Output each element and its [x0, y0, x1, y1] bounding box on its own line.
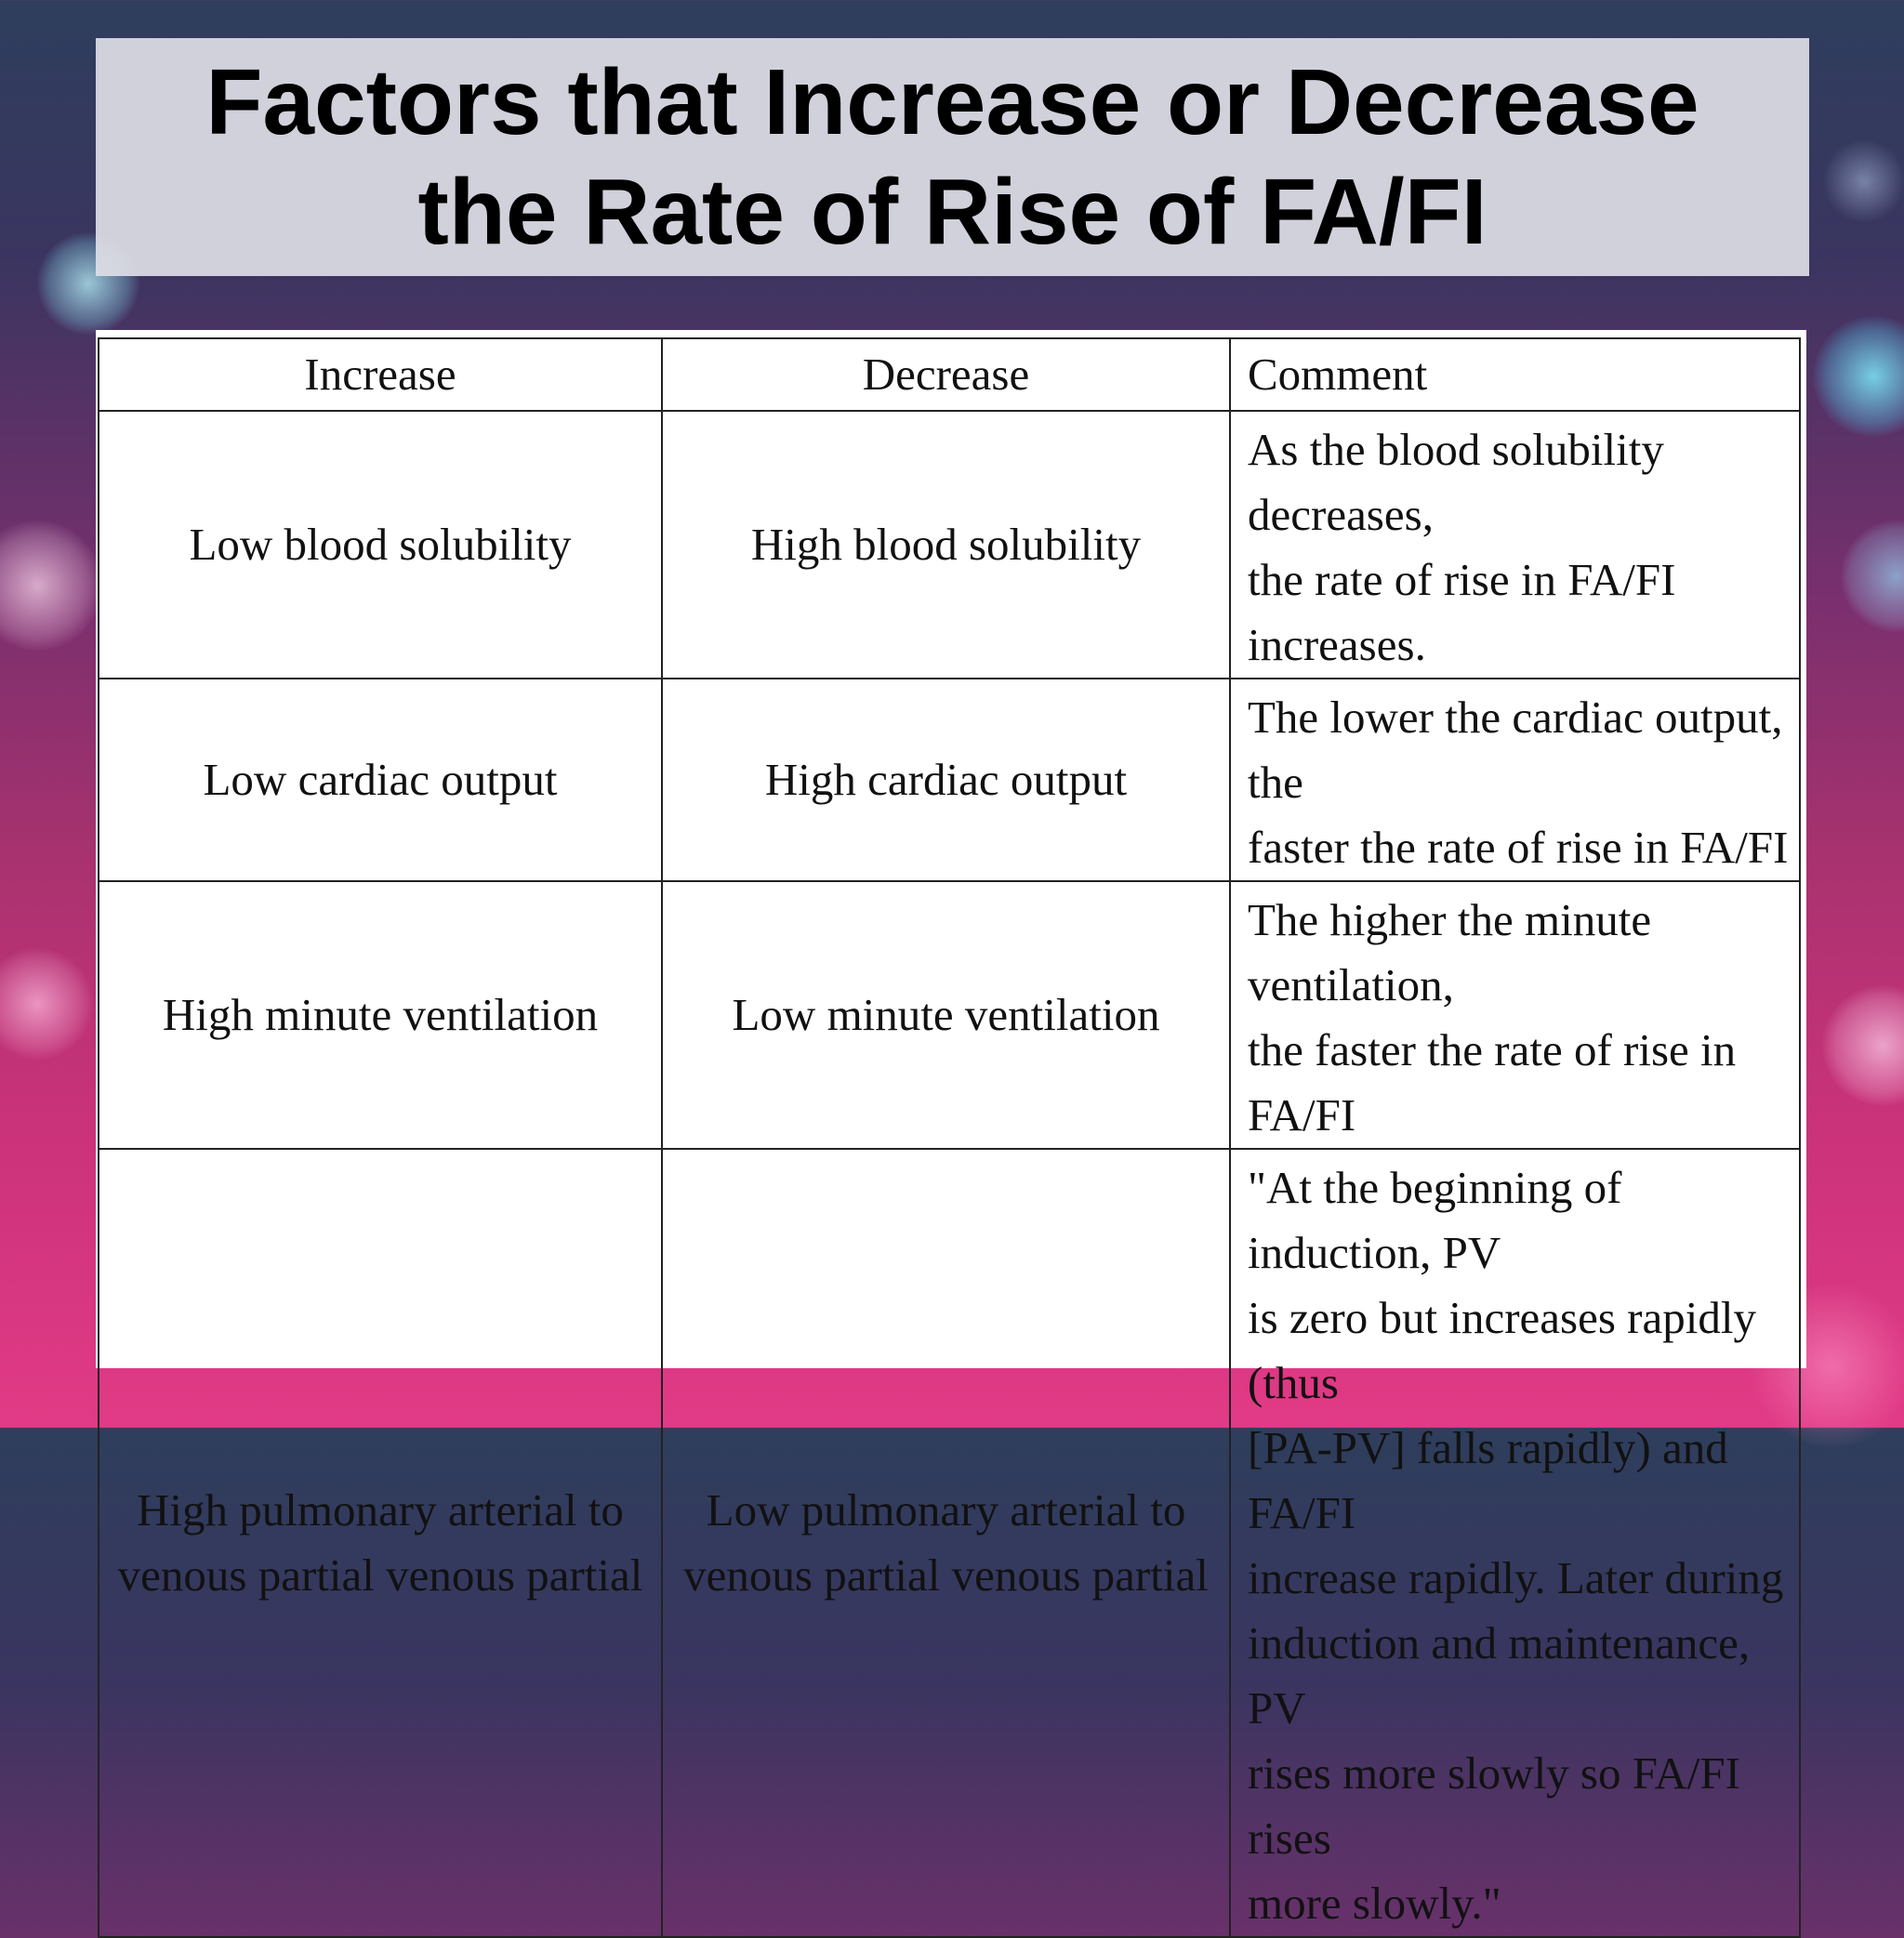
comment-line: As the blood solubility decreases, [1248, 424, 1664, 540]
comment-line: [PA-PV] falls rapidly) and FA/FI [1248, 1422, 1728, 1538]
cell-line: venous partial venous partial [117, 1549, 643, 1601]
cell-decrease: Low minute ventilation [661, 880, 1231, 1150]
slide-title-line: Factors that Increase or Decrease [205, 50, 1699, 154]
cell-comment: The lower the cardiac output, the faster… [1229, 678, 1801, 882]
table-row: Low cardiac output High cardiac output T… [98, 678, 1801, 882]
title-banner: Factors that Increase or Decrease the Ra… [96, 38, 1809, 276]
comment-line: induction and maintenance, PV [1248, 1617, 1751, 1734]
cell-line: High pulmonary arterial to [137, 1484, 624, 1536]
comment-line: increase rapidly. Later during [1248, 1552, 1784, 1603]
comment-line: faster the rate of rise in FA/FI [1248, 822, 1789, 873]
comment-line: the rate of rise in FA/FI increases. [1248, 554, 1676, 670]
header-decrease: Decrease [661, 337, 1231, 412]
header-increase: Increase [98, 337, 663, 412]
table-frame: Increase Decrease Comment Low blood solu… [96, 330, 1806, 1938]
cell-decrease: Low pulmonary arterial to venous partial… [661, 1148, 1231, 1938]
table-row: High minute ventilation Low minute venti… [98, 880, 1801, 1150]
comment-line: The higher the minute ventilation, [1248, 894, 1652, 1010]
bokeh-light [1813, 316, 1904, 437]
table-header-row: Increase Decrease Comment [98, 337, 1801, 412]
bokeh-light [1822, 985, 1904, 1106]
factors-table: Increase Decrease Comment Low blood solu… [98, 337, 1801, 1938]
comment-line: the faster the rate of rise in FA/FI [1248, 1024, 1737, 1140]
cell-comment: The higher the minute ventilation, the f… [1229, 880, 1801, 1150]
header-comment: Comment [1229, 337, 1801, 412]
bokeh-light [0, 948, 93, 1060]
cell-increase: Low cardiac output [98, 678, 663, 882]
cell-decrease: High cardiac output [661, 678, 1231, 882]
cell-comment: "At the beginning of induction, PV is ze… [1229, 1148, 1801, 1938]
table-row: Low blood solubility High blood solubili… [98, 410, 1801, 679]
comment-line: more slowly." [1248, 1878, 1501, 1929]
cell-line: Low pulmonary arterial to [706, 1484, 1186, 1536]
cell-increase: Low blood solubility [98, 410, 663, 679]
cell-increase: High minute ventilation [98, 880, 663, 1150]
table-row: High pulmonary arterial to venous partia… [98, 1148, 1801, 1938]
comment-line: rises more slowly so FA/FI rises [1248, 1747, 1740, 1864]
cell-comment: As the blood solubility decreases, the r… [1229, 410, 1801, 679]
slide-title-line: the Rate of Rise of FA/FI [417, 160, 1488, 264]
comment-line: "At the beginning of induction, PV [1248, 1162, 1622, 1278]
cell-line: venous partial venous partial [683, 1549, 1209, 1601]
comment-line: The lower the cardiac output, the [1248, 692, 1783, 808]
bokeh-light [1841, 521, 1904, 632]
slide-title: Factors that Increase or Decrease the Ra… [135, 47, 1771, 267]
bokeh-light [0, 521, 102, 651]
bokeh-light [1822, 139, 1904, 223]
cell-increase: High pulmonary arterial to venous partia… [98, 1148, 663, 1938]
comment-line: is zero but increases rapidly (thus [1248, 1292, 1756, 1408]
cell-decrease: High blood solubility [661, 410, 1231, 679]
